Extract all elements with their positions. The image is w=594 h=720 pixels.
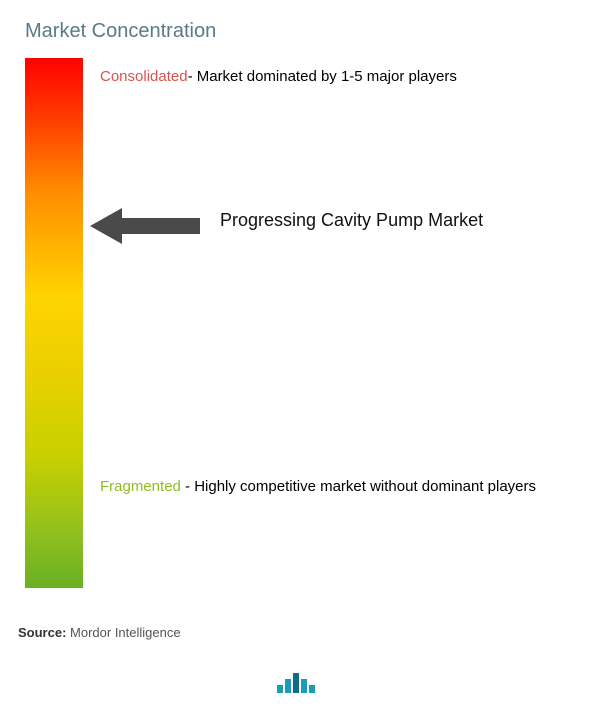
consolidated-label: Consolidated- Market dominated by 1-5 ma… (100, 66, 457, 87)
fragmented-highlight: Fragmented (100, 478, 181, 495)
market-name-label: Progressing Cavity Pump Market (220, 210, 483, 231)
source-value: Mordor Intelligence (70, 625, 181, 640)
arrow-icon (90, 206, 200, 246)
consolidated-highlight: Consolidated (100, 68, 188, 85)
market-pointer-arrow (90, 206, 200, 246)
logo-icon (275, 669, 319, 697)
mordor-logo (275, 669, 319, 702)
concentration-diagram: Consolidated- Market dominated by 1-5 ma… (25, 58, 569, 588)
fragmented-description: - Highly competitive market without domi… (181, 478, 536, 495)
fragmented-label: Fragmented - Highly competitive market w… (100, 473, 536, 502)
source-attribution: Source: Mordor Intelligence (18, 625, 181, 640)
gradient-scale-bar (25, 58, 83, 588)
consolidated-description: - Market dominated by 1-5 major players (188, 68, 457, 85)
source-label: Source: (18, 625, 66, 640)
chart-title: Market Concentration (25, 20, 569, 43)
